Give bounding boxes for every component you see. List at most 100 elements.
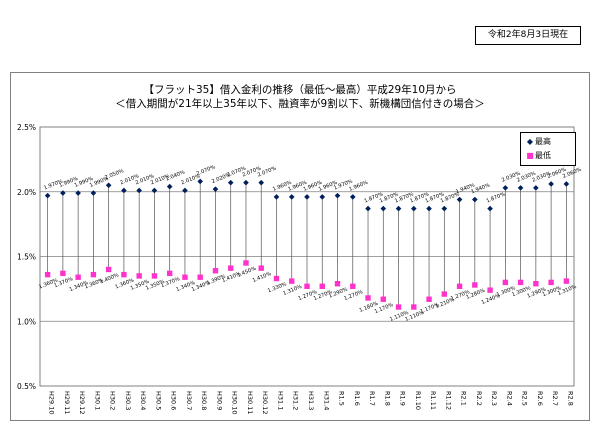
max-point: [151, 187, 158, 194]
x-tick-label: R2.6: [536, 391, 544, 406]
max-point: [487, 205, 493, 212]
legend-label-max: 最高: [535, 137, 551, 146]
max-point: [212, 186, 219, 192]
max-point: [456, 196, 463, 203]
x-tick-label: H30.10: [231, 391, 239, 415]
max-point: [472, 196, 478, 203]
max-point: [517, 185, 524, 191]
max-point: [380, 205, 387, 212]
min-point: [350, 283, 356, 289]
min-point: [487, 287, 493, 293]
legend-item-min: ■最低: [525, 150, 551, 162]
min-point: [228, 265, 234, 271]
x-tick-label: R1.9: [399, 391, 407, 406]
max-point: [121, 187, 127, 194]
min-point: [151, 273, 158, 279]
x-tick-label: R1.6: [353, 391, 361, 406]
max-point: [90, 190, 97, 196]
x-tick-label: R1.11: [429, 391, 437, 410]
x-tick-label: R1.5: [338, 391, 346, 406]
y-tick-label: 2.5%: [17, 123, 36, 132]
min-point: [304, 283, 310, 289]
min-point: [273, 275, 280, 282]
x-tick-label: H30.8: [200, 391, 208, 410]
x-tick-label: R2.5: [521, 391, 529, 406]
max-point: [441, 205, 448, 212]
max-point: [395, 205, 402, 212]
min-point: [334, 280, 341, 287]
max-point: [365, 205, 371, 212]
chart-title: 【フラット35】借入金利の推移（最低～最高）平成29年10月から: [143, 84, 457, 96]
max-point: [304, 194, 310, 200]
chart-subtitle: ＜借入期間が21年以上35年以下、融資率が9割以下、新機構団信付きの場合＞: [115, 98, 485, 110]
min-point: [121, 271, 127, 278]
min-point: [60, 270, 66, 277]
min-point: [456, 283, 463, 289]
max-point: [197, 178, 203, 185]
min-point: [90, 271, 97, 278]
max-point: [288, 194, 295, 200]
x-tick-label: H31.1: [276, 391, 284, 410]
x-tick-label: H29.10: [48, 391, 56, 415]
x-tick-label: R1.8: [383, 391, 391, 406]
x-tick-label: R2.1: [460, 391, 468, 406]
legend-diamond-icon: ◆: [526, 137, 534, 146]
max-point: [502, 185, 509, 191]
x-tick-label: R1.12: [444, 391, 452, 410]
max-point: [75, 190, 81, 196]
as-of-date-box: 令和2年8月3日現在: [475, 26, 581, 45]
x-tick-label: R2.3: [490, 391, 498, 406]
max-point: [334, 192, 341, 199]
x-tick-label: H30.4: [139, 391, 147, 410]
max-point: [105, 182, 112, 189]
max-point: [166, 183, 173, 190]
min-point: [441, 291, 448, 297]
min-point: [182, 274, 188, 280]
max-point: [533, 185, 539, 191]
max-point: [136, 187, 142, 194]
y-tick-label: 0.5%: [17, 382, 36, 391]
min-point: [472, 282, 478, 288]
max-point: [349, 194, 356, 200]
y-tick-label: 2.0%: [17, 188, 36, 197]
x-tick-label: R1.10: [414, 391, 422, 410]
y-tick-label: 1.5%: [17, 253, 36, 262]
min-point: [75, 274, 81, 280]
min-point: [533, 280, 539, 287]
x-tick-label: R2.4: [505, 391, 513, 406]
min-point: [289, 278, 295, 284]
min-point: [365, 295, 371, 301]
x-tick-label: R2.8: [566, 391, 574, 406]
legend: ◆ 最高 ■最低: [520, 132, 576, 166]
max-point: [273, 194, 280, 200]
max-point: [227, 179, 234, 186]
x-tick-label: H30.5: [154, 391, 162, 410]
max-point: [563, 181, 570, 187]
x-tick-label: H30.6: [170, 391, 178, 410]
y-tick-label: 1.0%: [17, 317, 36, 326]
max-point: [182, 187, 188, 194]
min-point: [517, 279, 524, 286]
x-tick-label: H29.12: [78, 391, 86, 415]
max-point: [426, 205, 432, 212]
x-tick-label: H31.4: [322, 391, 330, 410]
min-point: [243, 260, 249, 266]
x-tick-label: H30.11: [246, 391, 254, 415]
min-point: [105, 266, 112, 273]
x-tick-label: R1.7: [368, 391, 376, 406]
x-tick-label: H30.1: [93, 391, 101, 410]
min-point: [166, 270, 173, 277]
min-point: [411, 304, 417, 310]
x-tick-label: H30.12: [261, 391, 269, 415]
x-tick-label: H31.2: [292, 391, 300, 410]
x-tick-label: R2.2: [475, 391, 483, 406]
max-point: [258, 179, 265, 186]
x-tick-label: H30.3: [124, 391, 132, 410]
min-point: [395, 304, 402, 310]
min-point: [136, 273, 142, 279]
min-point: [502, 279, 509, 286]
min-point: [548, 279, 554, 286]
min-point: [563, 278, 570, 284]
x-tick-label: H29.11: [63, 391, 71, 415]
min-point: [258, 265, 264, 271]
